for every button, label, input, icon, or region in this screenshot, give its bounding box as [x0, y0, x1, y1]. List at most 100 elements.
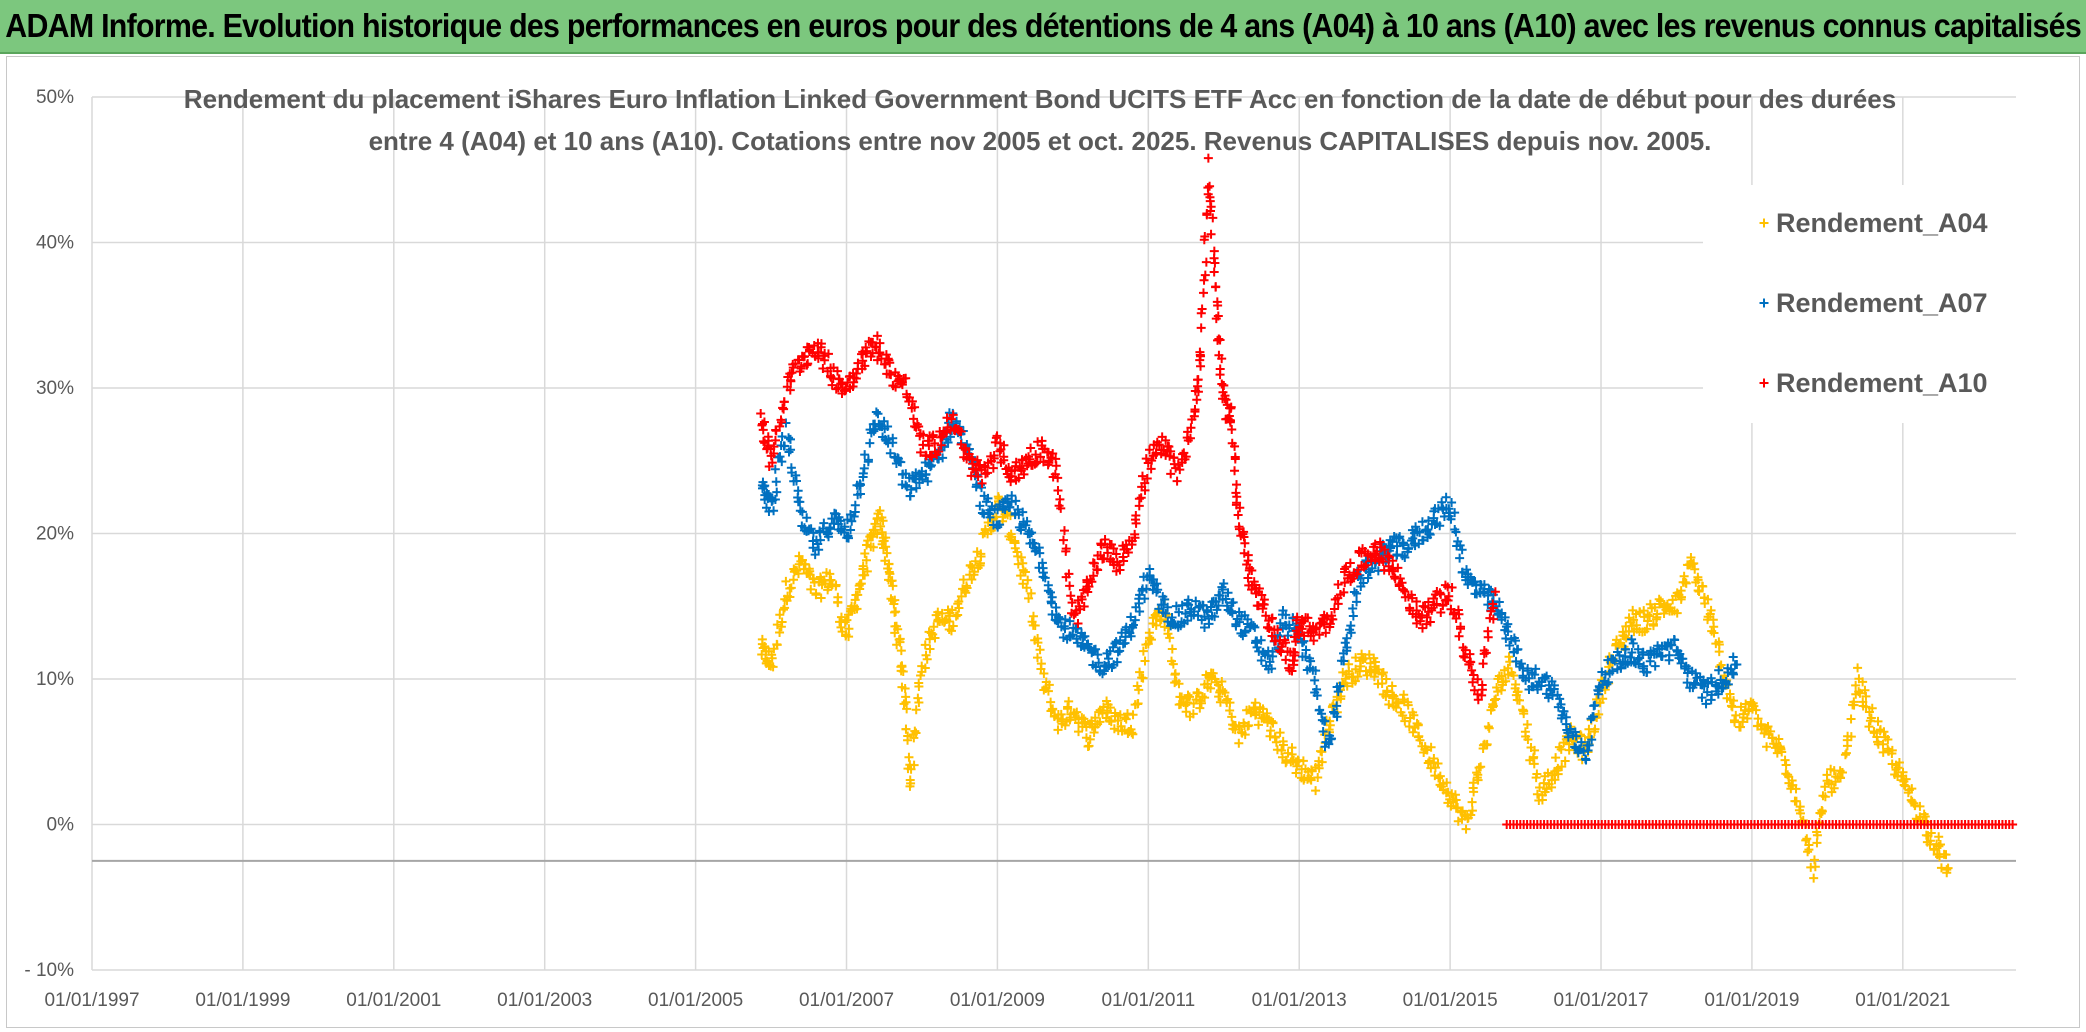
point-Rendement_A10 [759, 417, 769, 427]
point-Rendement_A07 [1037, 558, 1047, 568]
point-Rendement_A07 [1466, 572, 1476, 582]
point-Rendement_A07 [938, 453, 948, 463]
point-Rendement_A04 [1473, 770, 1483, 780]
point-Rendement_A04 [1121, 714, 1131, 724]
point-Rendement_A07 [1615, 650, 1625, 660]
point-Rendement_A04 [1812, 838, 1822, 848]
point-Rendement_A10 [832, 366, 842, 376]
point-Rendement_A10 [1053, 473, 1063, 483]
point-Rendement_A10 [1346, 576, 1356, 586]
point-Rendement_A07 [1650, 661, 1660, 671]
point-Rendement_A10 [1213, 301, 1223, 311]
point-Rendement_A07 [810, 550, 820, 560]
point-Rendement_A07 [1555, 694, 1565, 704]
point-Rendement_A10 [1169, 452, 1179, 462]
point-Rendement_A07 [1500, 612, 1510, 622]
point-Rendement_A10 [1147, 456, 1157, 466]
point-Rendement_A10 [1221, 395, 1231, 405]
point-Rendement_A07 [1628, 638, 1638, 648]
point-Rendement_A10 [1259, 600, 1269, 610]
point-Rendement_A07 [859, 463, 869, 473]
point-Rendement_A07 [879, 416, 889, 426]
point-Rendement_A10 [1477, 685, 1487, 695]
point-Rendement_A07 [888, 433, 898, 443]
point-Rendement_A07 [1254, 646, 1264, 656]
point-Rendement_A10 [1465, 649, 1475, 659]
point-Rendement_A04 [1234, 738, 1244, 748]
point-Rendement_A07 [1335, 681, 1345, 691]
point-Rendement_A10 [1243, 550, 1253, 560]
point-Rendement_A04 [1780, 755, 1790, 765]
point-Rendement_A10 [1322, 612, 1332, 622]
point-Rendement_A10 [1193, 375, 1203, 385]
point-Rendement_A04 [1275, 728, 1285, 738]
point-Rendement_A10 [901, 373, 911, 383]
point-Rendement_A04 [901, 692, 911, 702]
point-Rendement_A04 [1016, 571, 1026, 581]
point-Rendement_A10 [1292, 612, 1302, 622]
point-Rendement_A10 [1131, 518, 1141, 528]
point-Rendement_A07 [785, 434, 795, 444]
point-Rendement_A04 [1676, 592, 1686, 602]
point-Rendement_A04 [926, 628, 936, 638]
x-tick-label: 01/01/2003 [497, 990, 592, 1011]
point-Rendement_A10 [1140, 478, 1150, 488]
point-Rendement_A10 [1339, 587, 1349, 597]
point-Rendement_A04 [1185, 692, 1195, 702]
point-Rendement_A07 [1494, 597, 1504, 607]
point-Rendement_A07 [1060, 624, 1070, 634]
point-Rendement_A04 [1225, 698, 1235, 708]
point-Rendement_A04 [1138, 646, 1148, 656]
point-Rendement_A07 [1455, 553, 1465, 563]
point-Rendement_A04 [1429, 754, 1439, 764]
point-Rendement_A10 [823, 349, 833, 359]
point-Rendement_A07 [1516, 659, 1526, 669]
point-Rendement_A07 [1311, 666, 1321, 676]
point-Rendement_A07 [1332, 701, 1342, 711]
point-Rendement_A04 [1133, 699, 1143, 709]
point-Rendement_A07 [1358, 578, 1368, 588]
point-Rendement_A04 [1943, 863, 1953, 873]
point-Rendement_A04 [1532, 769, 1542, 779]
point-Rendement_A07 [1728, 652, 1738, 662]
point-Rendement_A07 [1027, 528, 1037, 538]
point-Rendement_A04 [925, 644, 935, 654]
point-Rendement_A07 [1701, 699, 1711, 709]
point-Rendement_A07 [1199, 622, 1209, 632]
point-Rendement_A10 [1395, 573, 1405, 583]
point-Rendement_A07 [770, 494, 780, 504]
point-Rendement_A04 [1560, 756, 1570, 766]
point-Rendement_A04 [1351, 653, 1361, 663]
point-Rendement_A07 [1191, 596, 1201, 606]
point-Rendement_A04 [1542, 784, 1552, 794]
point-Rendement_A04 [856, 579, 866, 589]
point-Rendement_A04 [1344, 659, 1354, 669]
point-Rendement_A10 [910, 402, 920, 412]
point-Rendement_A07 [1115, 646, 1125, 656]
point-Rendement_A10 [1454, 631, 1464, 641]
point-Rendement_A10 [858, 356, 868, 366]
point-Rendement_A04 [967, 575, 977, 585]
point-Rendement_A04 [1127, 728, 1137, 738]
point-Rendement_A04 [1262, 708, 1272, 718]
point-Rendement_A07 [779, 441, 789, 451]
point-Rendement_A07 [1392, 550, 1402, 560]
point-Rendement_A07 [1588, 712, 1598, 722]
point-Rendement_A04 [1907, 784, 1917, 794]
point-Rendement_A04 [1727, 702, 1737, 712]
point-Rendement_A07 [1256, 635, 1266, 645]
point-Rendement_A10 [872, 331, 882, 341]
x-tick-label: 01/01/2009 [950, 990, 1045, 1011]
point-Rendement_A07 [793, 486, 803, 496]
point-Rendement_A04 [1817, 806, 1827, 816]
point-Rendement_A04 [1105, 703, 1115, 713]
point-Rendement_A04 [1134, 685, 1144, 695]
point-Rendement_A04 [1509, 671, 1519, 681]
point-Rendement_A07 [1633, 659, 1643, 669]
point-Rendement_A10 [1161, 435, 1171, 445]
point-Rendement_A10 [1036, 452, 1045, 462]
point-Rendement_A07 [906, 485, 916, 495]
point-Rendement_A10 [1123, 548, 1133, 558]
point-Rendement_A10 [1488, 603, 1498, 613]
